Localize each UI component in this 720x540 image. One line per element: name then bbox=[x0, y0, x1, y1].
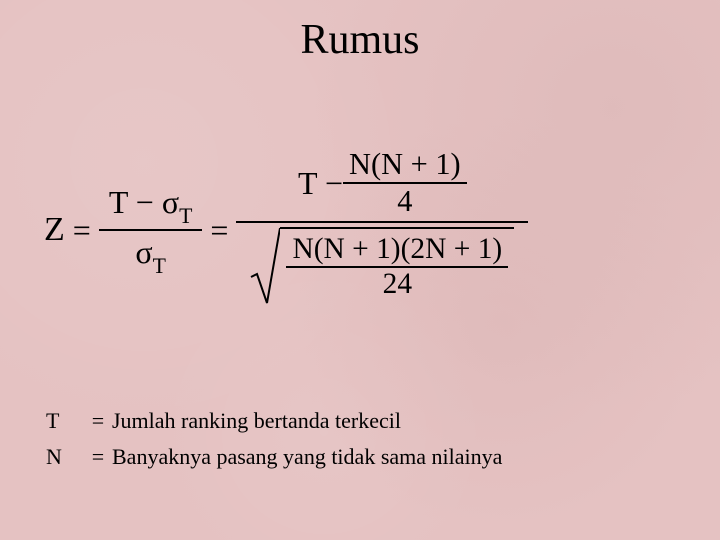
formula-rhs-num: T − N(N + 1) 4 bbox=[284, 145, 481, 221]
formula-mid-num-sub: T bbox=[179, 204, 192, 228]
legend-row: N = Banyaknya pasang yang tidak sama nil… bbox=[46, 444, 502, 470]
legend: T = Jumlah ranking bertanda terkecil N =… bbox=[46, 408, 502, 480]
sqrt: N(N + 1)(2N + 1) 24 bbox=[250, 227, 514, 305]
legend-eq: = bbox=[84, 444, 112, 470]
radical-icon bbox=[250, 227, 280, 305]
formula-mid-den-sub: T bbox=[153, 254, 166, 278]
formula-mid-num-text: T − σ bbox=[109, 184, 179, 220]
slide-title: Rumus bbox=[0, 16, 720, 64]
formula-rhs-den-frac-bot: 24 bbox=[377, 268, 418, 301]
equals-2: = bbox=[202, 212, 236, 249]
legend-desc-T: Jumlah ranking bertanda terkecil bbox=[112, 408, 401, 434]
formula-rhs-den-frac-top: N(N + 1)(2N + 1) bbox=[286, 233, 508, 266]
radicand: N(N + 1)(2N + 1) 24 bbox=[280, 227, 514, 305]
formula: Z = T − σT σT = T − N(N + 1) 4 bbox=[44, 145, 690, 315]
formula-mid-den-text: σ bbox=[135, 234, 152, 270]
formula-rhs-den-frac: N(N + 1)(2N + 1) 24 bbox=[286, 233, 508, 301]
formula-rhs-den: N(N + 1)(2N + 1) 24 bbox=[236, 223, 528, 315]
formula-mid-den: σT bbox=[125, 231, 176, 279]
formula-lhs: Z bbox=[44, 211, 65, 249]
formula-rhs-num-lead: T − bbox=[298, 165, 343, 202]
formula-rhs-num-frac-top: N(N + 1) bbox=[343, 147, 467, 182]
legend-eq: = bbox=[84, 408, 112, 434]
formula-mid-fraction: T − σT σT bbox=[99, 181, 203, 280]
legend-sym-T: T bbox=[46, 408, 84, 434]
legend-row: T = Jumlah ranking bertanda terkecil bbox=[46, 408, 502, 434]
formula-rhs-fraction: T − N(N + 1) 4 N(N + 1)(2N + 1) bbox=[236, 145, 528, 315]
legend-sym-N: N bbox=[46, 444, 84, 470]
formula-rhs-num-frac-bot: 4 bbox=[391, 184, 418, 219]
equals-1: = bbox=[65, 212, 99, 249]
formula-rhs-num-frac: N(N + 1) 4 bbox=[343, 147, 467, 219]
formula-mid-num: T − σT bbox=[99, 181, 203, 229]
legend-desc-N: Banyaknya pasang yang tidak sama nilainy… bbox=[112, 444, 502, 470]
